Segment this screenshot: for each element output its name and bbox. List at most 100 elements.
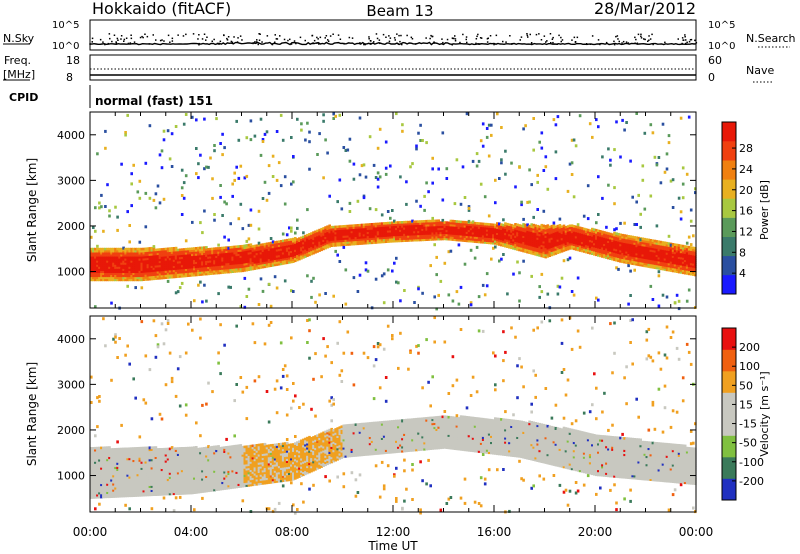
power-cell (677, 254, 681, 257)
power-echo (433, 295, 436, 299)
power-cell (423, 228, 426, 231)
power-cell (689, 260, 693, 264)
nsearch-dots (91, 33, 698, 46)
power-cell (348, 241, 352, 244)
power-cell (544, 249, 548, 253)
power-cell (508, 233, 511, 237)
power-cell (380, 238, 384, 242)
power-cell (645, 264, 649, 268)
power-cell (338, 243, 342, 247)
power-echo (106, 183, 109, 187)
power-cell (146, 271, 150, 275)
power-cell (689, 248, 693, 251)
power-cell (532, 240, 535, 243)
power-cell (389, 240, 392, 243)
power-cell (651, 249, 655, 253)
velocity-echo (94, 434, 97, 438)
velocity-cell (96, 469, 99, 472)
power-cell (429, 238, 432, 241)
power-cell (677, 246, 681, 249)
power-cell (172, 265, 176, 268)
power-cell (273, 251, 277, 254)
power-cell (164, 258, 168, 261)
power-cell (663, 264, 667, 267)
power-cell (516, 244, 519, 247)
power-cell (342, 227, 346, 230)
power-cell (233, 257, 236, 261)
power-cell (283, 245, 287, 248)
power-echo (429, 264, 432, 268)
power-cell (645, 244, 649, 247)
power-cell (504, 228, 507, 232)
power-cell (514, 229, 517, 232)
power-echo (154, 206, 158, 210)
power-cell (213, 263, 216, 267)
power-cell (322, 229, 325, 232)
power-cell (148, 271, 152, 275)
power-cell (320, 240, 323, 243)
power-cell (328, 243, 331, 246)
power-cell (376, 224, 380, 228)
power-cell (409, 239, 412, 242)
power-cell (447, 235, 451, 239)
power-cell (473, 238, 477, 241)
power-cell (320, 244, 323, 247)
power-cell (215, 253, 218, 256)
power-cell (176, 275, 180, 278)
power-echo (526, 200, 529, 204)
nsearch-dot (451, 44, 453, 46)
power-cell (90, 276, 93, 280)
power-echo (162, 138, 166, 142)
nsearch-dot (694, 39, 696, 42)
power-cell (467, 237, 471, 241)
power-cell (263, 261, 267, 264)
power-cell (623, 258, 626, 262)
power-cell (562, 224, 566, 228)
power-cell (176, 252, 180, 256)
power-cell (253, 250, 257, 254)
power-cell (548, 235, 552, 239)
power-cell (629, 260, 632, 263)
power-cell (314, 242, 317, 246)
power-cell (275, 259, 279, 262)
power-cell (627, 237, 630, 240)
power-cell (627, 247, 630, 250)
nsearch-dot (688, 40, 691, 43)
nsearch-dot (597, 39, 600, 41)
power-cell (520, 226, 523, 230)
power-echo (322, 176, 325, 180)
power-cell (294, 243, 297, 246)
power-cell (384, 236, 388, 239)
power-cell (350, 230, 354, 234)
power-cell (449, 236, 453, 239)
power-echo (158, 153, 162, 157)
power-cell (621, 250, 624, 253)
power-cell (647, 242, 651, 246)
power-cell (405, 237, 408, 240)
power-echo (318, 293, 321, 297)
power-echo (522, 127, 525, 131)
power-cell (243, 256, 247, 260)
power-echo (542, 169, 546, 172)
power-cell (126, 264, 129, 267)
power-cell (467, 227, 471, 231)
velocity-cell (106, 479, 109, 482)
power-cell (182, 264, 186, 268)
power-cell (374, 224, 378, 228)
power-cell (156, 260, 160, 264)
power-cell (146, 276, 150, 279)
power-cell (243, 250, 247, 254)
power-cell (144, 270, 148, 273)
power-cell (619, 249, 622, 253)
power-cell (465, 239, 469, 243)
power-cell (354, 236, 358, 240)
power-cell (595, 228, 598, 232)
power-cell (132, 258, 135, 261)
power-cell (471, 227, 475, 231)
power-echo (586, 217, 590, 221)
power-cell (104, 258, 107, 261)
power-cell (316, 242, 319, 245)
power-cell (546, 255, 550, 258)
power-cell (217, 265, 220, 269)
power-cell (508, 241, 511, 245)
